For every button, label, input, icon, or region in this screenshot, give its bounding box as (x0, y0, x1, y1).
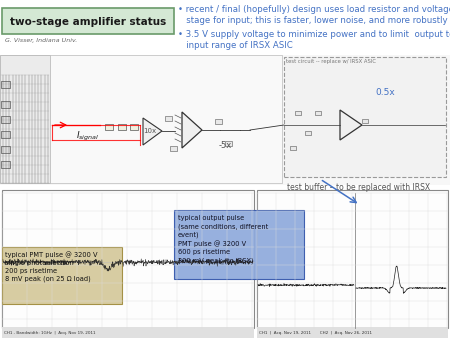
Text: • recent / final (hopefully) design uses load resistor and voltage gain
   stage: • recent / final (hopefully) design uses… (178, 5, 450, 25)
Text: 0.5x: 0.5x (375, 88, 395, 97)
Bar (257, 190, 448, 328)
Bar (50, 55, 282, 183)
Bar (284, 57, 446, 177)
Bar (0, 55, 450, 185)
Text: CH1 - Bandwidth: 1GHz  |  Acq. Nov 19, 2011: CH1 - Bandwidth: 1GHz | Acq. Nov 19, 201… (4, 331, 95, 335)
Text: two-stage amplifier status: two-stage amplifier status (10, 17, 166, 27)
Bar (1, 101, 10, 108)
Bar (215, 119, 222, 124)
Text: -5x: -5x (218, 141, 232, 150)
Bar (257, 327, 448, 338)
Bar (315, 111, 321, 115)
Bar (1, 146, 10, 153)
Bar (170, 146, 177, 151)
Bar (225, 141, 232, 146)
Bar (305, 131, 311, 135)
Text: G. Visser, Indiana Univ.: G. Visser, Indiana Univ. (5, 38, 77, 43)
Bar (0, 55, 50, 183)
Bar (1, 81, 10, 88)
Bar (362, 119, 368, 123)
Text: • 3.5 V supply voltage to minimize power and to limit  output to safe
   input r: • 3.5 V supply voltage to minimize power… (178, 30, 450, 50)
Text: CH1  |  Acq. Nov 19, 2011       CH2  |  Acq. Nov 26, 2011: CH1 | Acq. Nov 19, 2011 CH2 | Acq. Nov 2… (259, 331, 372, 335)
Bar (2, 190, 254, 328)
Bar (130, 124, 138, 130)
FancyBboxPatch shape (2, 8, 174, 34)
Polygon shape (340, 110, 362, 140)
Bar (1, 116, 10, 123)
Polygon shape (182, 112, 202, 148)
Bar (105, 124, 113, 130)
Text: 10x: 10x (144, 128, 157, 134)
Text: typical output pulse
(same conditions, different
event)
PMT pulse @ 3200 V
600 p: typical output pulse (same conditions, d… (178, 215, 268, 264)
Bar (295, 111, 301, 115)
Bar (290, 146, 296, 150)
Bar (1, 161, 10, 168)
Text: test buffer – to be replaced with IRSX: test buffer – to be replaced with IRSX (287, 183, 430, 192)
Bar (118, 124, 126, 130)
Bar (1, 131, 10, 138)
Bar (165, 116, 172, 121)
Text: $I_{signal}$: $I_{signal}$ (76, 129, 99, 143)
FancyBboxPatch shape (2, 247, 122, 304)
Text: test circuit -- replace w/ IRSX ASIC: test circuit -- replace w/ IRSX ASIC (286, 59, 376, 64)
Bar (2, 327, 254, 338)
Text: typical PMT pulse @ 3200 V
single photoelectron
200 ps risetime
8 mV peak (on 25: typical PMT pulse @ 3200 V single photoe… (5, 251, 98, 282)
FancyBboxPatch shape (174, 210, 304, 279)
Polygon shape (143, 118, 162, 145)
